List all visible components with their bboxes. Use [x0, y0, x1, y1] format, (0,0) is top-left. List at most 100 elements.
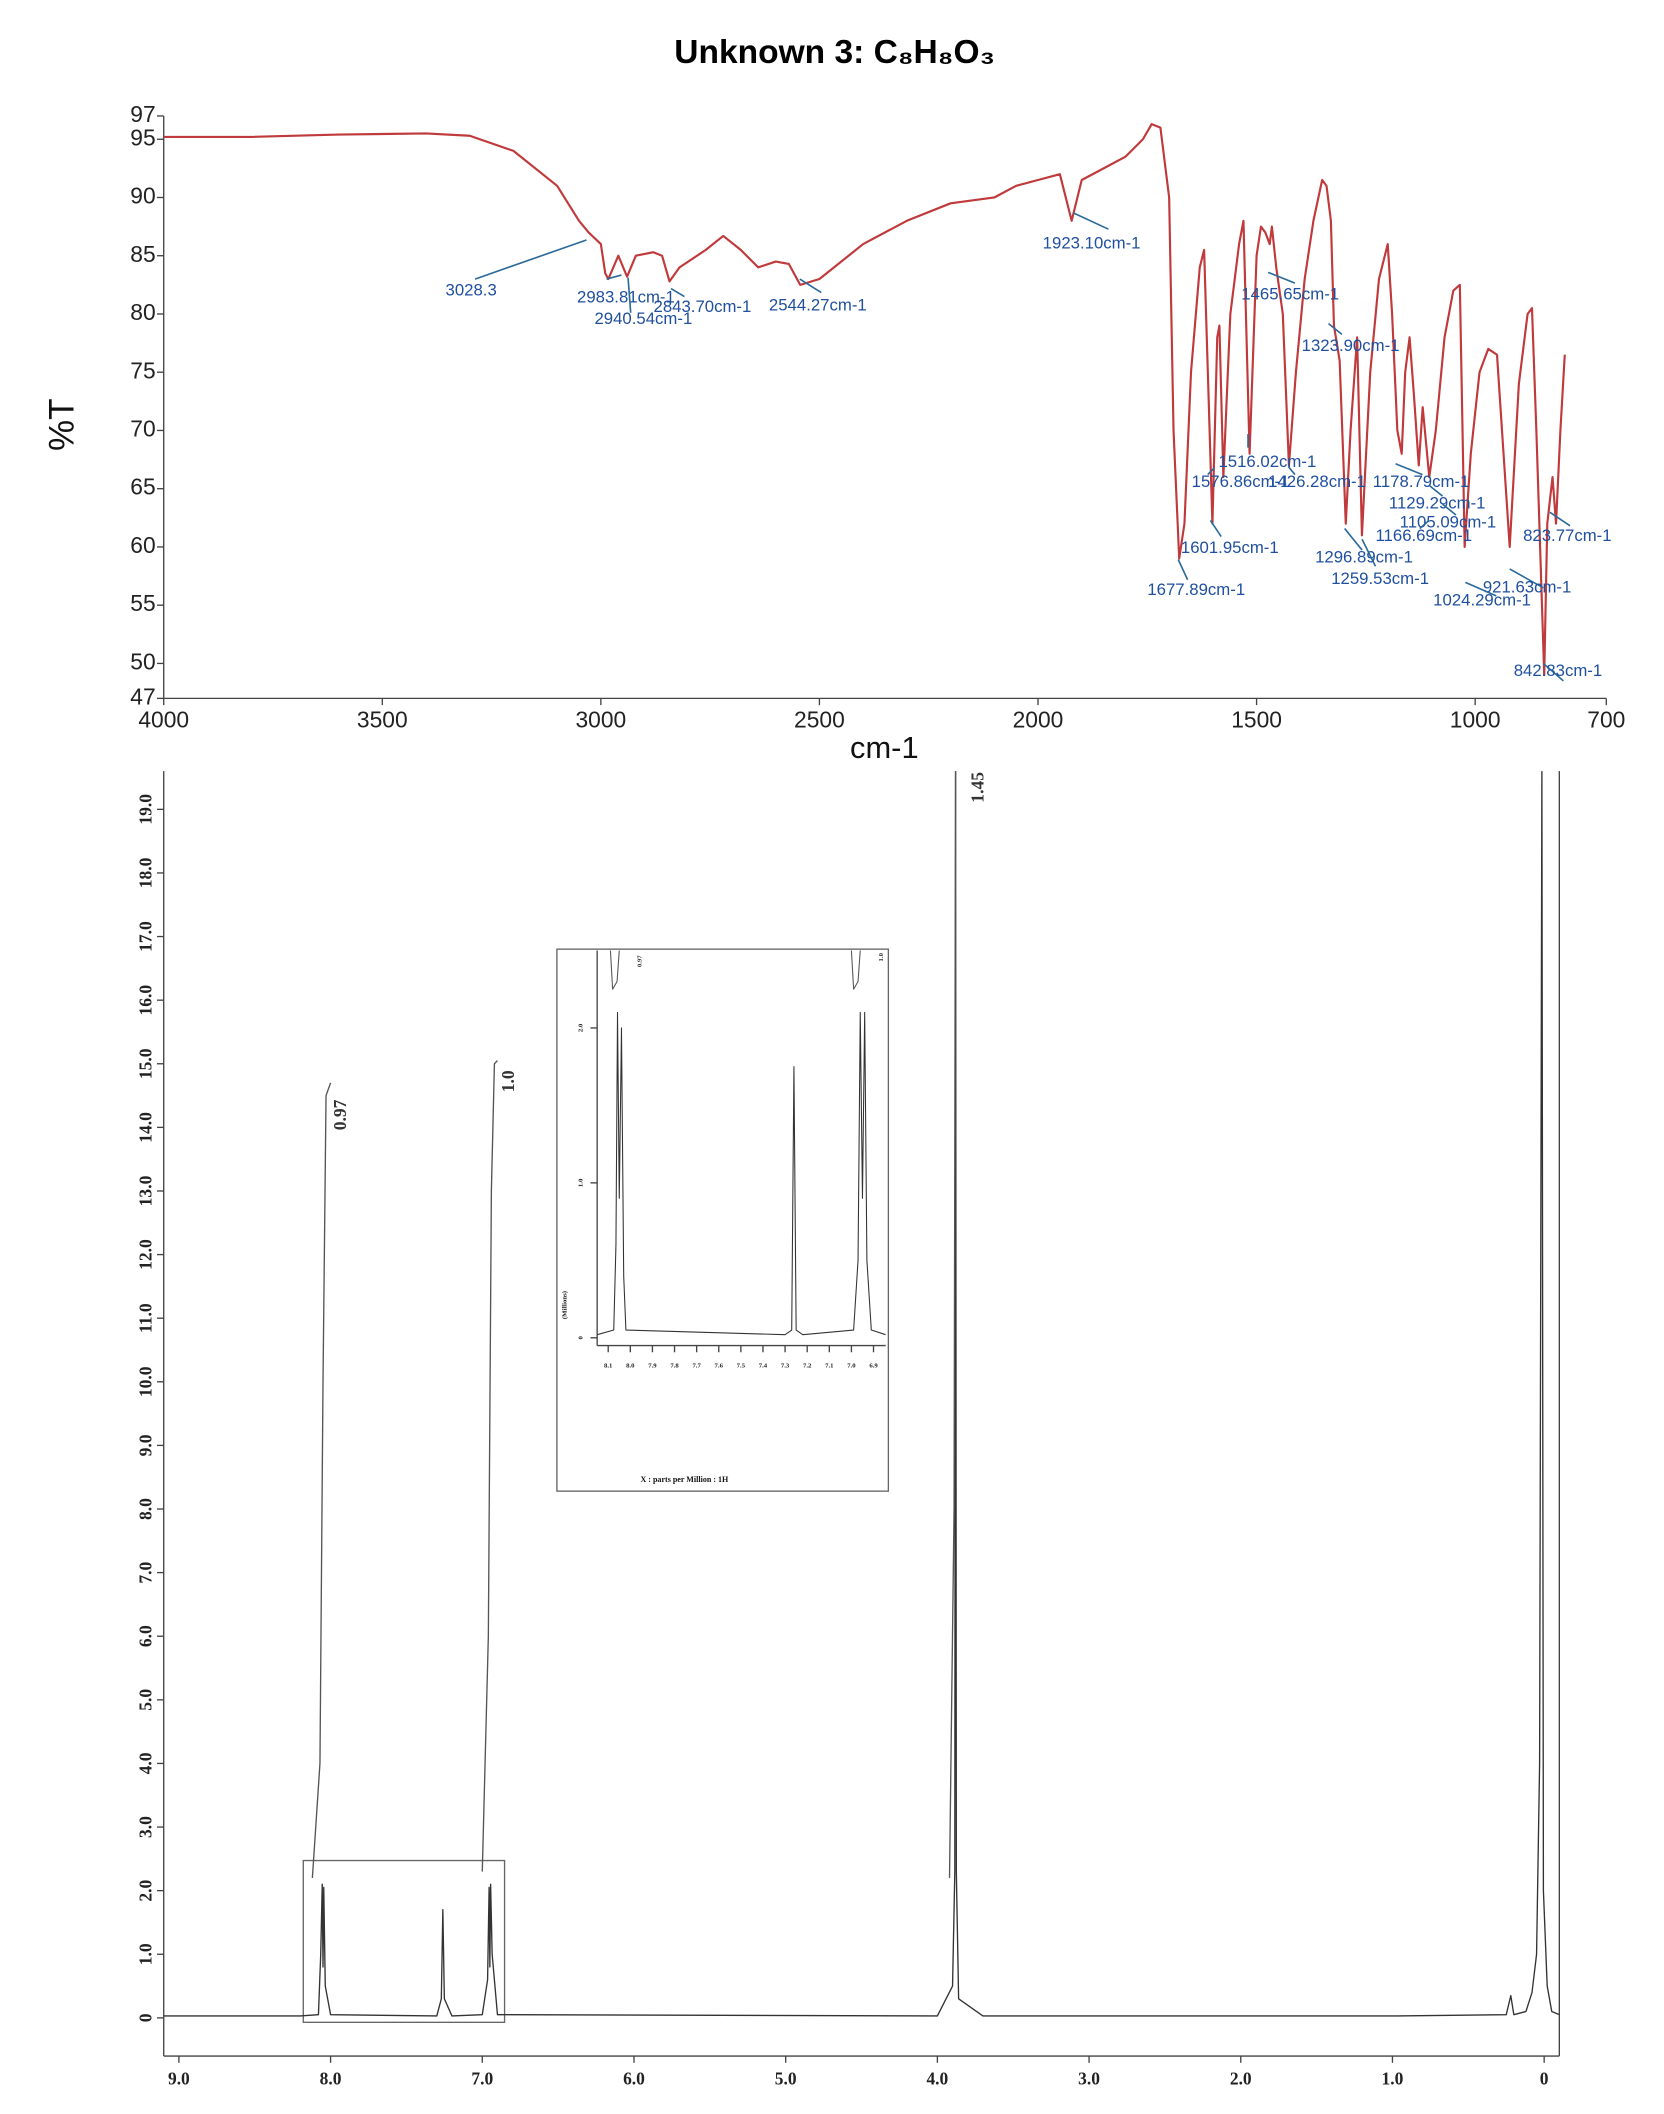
x-tick-label: 6.9	[869, 1362, 878, 1369]
annotation: 1323.90cm-1	[1302, 336, 1400, 355]
annotation: 1105.09cm-1	[1400, 513, 1497, 532]
y-tick-label: 19.0	[136, 794, 156, 825]
spectrum-line	[163, 123, 1566, 677]
annotation: 3028.3	[446, 281, 497, 300]
annotation-leader	[1343, 527, 1363, 551]
y-tick-label: 3.0	[136, 1816, 156, 1838]
annotation: 842.83cm-1	[1514, 661, 1602, 680]
annotation: 1129.29cm-1	[1389, 494, 1486, 513]
x-tick-label: 7.6	[715, 1362, 724, 1369]
x-tick-label: 8.1	[604, 1362, 613, 1369]
spectrum-line	[311, 1082, 332, 1878]
x-tick-label: 7.3	[781, 1362, 790, 1369]
y-tick-label: 16.0	[136, 985, 156, 1016]
y-tick-label: 4.0	[136, 1752, 156, 1774]
y-tick-label: 60	[130, 532, 155, 558]
annotation: 1923.10cm-1	[1043, 233, 1141, 252]
y-tick-label: 17.0	[136, 921, 156, 952]
y-tick-label: 7.0	[136, 1561, 156, 1583]
y-tick-label: 18.0	[136, 857, 156, 888]
annotation: 1024.29cm-1	[1433, 591, 1531, 610]
y-tick-label: 14.0	[136, 1112, 156, 1143]
inset-frame	[556, 948, 890, 1492]
annotation-leader	[670, 287, 685, 298]
x-tick-label: 2.0	[1230, 2068, 1252, 2088]
y-tick-label: 1.0	[136, 1943, 156, 1965]
y-tick-label: 65	[130, 474, 155, 500]
x-tick-label: 8.0	[626, 1362, 635, 1369]
y-tick-label: 6.0	[136, 1625, 156, 1647]
spectrum-line	[850, 950, 861, 990]
annotation: 2983.81cm-1	[577, 287, 675, 306]
x-tick-label: 7.5	[737, 1362, 746, 1369]
annotation-leader	[1395, 463, 1423, 476]
annotation-leader	[1509, 568, 1544, 589]
annotation: 1426.28cm-1	[1268, 472, 1366, 491]
y-tick-label: 50	[130, 648, 155, 674]
annotation: 1576.86cm-1	[1192, 472, 1290, 491]
y-tick-label: 70	[130, 415, 155, 441]
y-tick-label: 0	[578, 1335, 585, 1339]
x-tick-label: 1500	[1231, 706, 1282, 732]
annotation-leader	[627, 277, 632, 313]
x-axis-label: X : parts per Million : 1H	[640, 1475, 729, 1484]
x-tick-label: 4.0	[926, 2068, 948, 2088]
x-tick-label: 3.0	[1078, 2068, 1100, 2088]
y-tick-label: 80	[130, 299, 155, 325]
chart: 2.0 1.0 0 8.1 8.0 7.9 7.8 7.7 7.6 7.5 7.4 7.3 7.2 7.1…	[562, 950, 886, 1484]
y-tick-label: 15.0	[136, 1048, 156, 1079]
annotation-leader	[1267, 271, 1296, 284]
y-tick-label: 13.0	[136, 1175, 156, 1206]
annotation-leader	[1177, 559, 1189, 581]
x-tick-label: 2500	[794, 706, 845, 732]
y-tick-label: 8.0	[136, 1498, 156, 1520]
y-tick-label: 12.0	[136, 1239, 156, 1270]
annotation: 2544.27cm-1	[769, 295, 867, 314]
zoom-region	[302, 1859, 506, 2023]
y-tick-label: 90	[130, 182, 155, 208]
annotation-leader	[1542, 662, 1564, 682]
x-tick-label: 7.1	[825, 1362, 834, 1369]
annotation: 1166.69cm-1	[1375, 526, 1472, 545]
y-tick-label: 2.0	[136, 1879, 156, 1901]
chart: 19.0 18.0 17.0 16.0 15.0 14.0 13.0 12.0 11.0 10.0…	[136, 771, 1560, 2088]
annotation-leader	[799, 278, 822, 294]
y-tick-label: 1.0	[578, 1178, 585, 1187]
annotation: 1178.79cm-1	[1373, 472, 1470, 491]
x-tick-label: 4000	[138, 706, 189, 732]
spectrum-line	[597, 1011, 886, 1336]
spectrum-line	[609, 950, 620, 990]
annotation-leader	[1287, 465, 1296, 476]
annotation-leader	[1361, 538, 1377, 567]
y-tick-label: 97	[130, 101, 155, 127]
annotation-leader	[1549, 511, 1571, 527]
annotation: 1601.95cm-1	[1181, 538, 1279, 557]
annotation-leader	[1328, 322, 1343, 335]
y-tick-label: 75	[130, 357, 155, 383]
annotation-leader	[1073, 212, 1109, 230]
y-tick-label: 2.0	[578, 1023, 585, 1032]
x-tick-label: 1000	[1450, 706, 1501, 732]
x-tick-label: 7.7	[692, 1362, 701, 1369]
x-axis-label: cm-1	[850, 730, 919, 765]
annotation: 823.77cm-1	[1523, 526, 1611, 545]
x-tick-label: 7.0	[847, 1362, 856, 1369]
x-tick-label: 2000	[1013, 706, 1064, 732]
annotation: 1465.65cm-1	[1241, 285, 1339, 304]
annotation: 921.63cm-1	[1483, 577, 1571, 596]
chart-title: Unknown 3: C₈H₈O₃	[674, 34, 995, 71]
annotation: 0.97	[330, 1099, 350, 1130]
annotation-leader	[1419, 519, 1430, 530]
x-tick-label: 3000	[575, 706, 626, 732]
x-tick-label: 7.4	[759, 1362, 768, 1369]
y-tick-label: 11.0	[136, 1303, 156, 1333]
y-axis-label: (Millions)	[562, 1291, 569, 1319]
x-tick-label: 9.0	[168, 2068, 190, 2088]
annotation-leader	[474, 239, 587, 280]
annotation: 1.0	[878, 952, 885, 961]
x-tick-label: 1.0	[1382, 2068, 1404, 2088]
annotation: 2940.54cm-1	[594, 309, 692, 328]
